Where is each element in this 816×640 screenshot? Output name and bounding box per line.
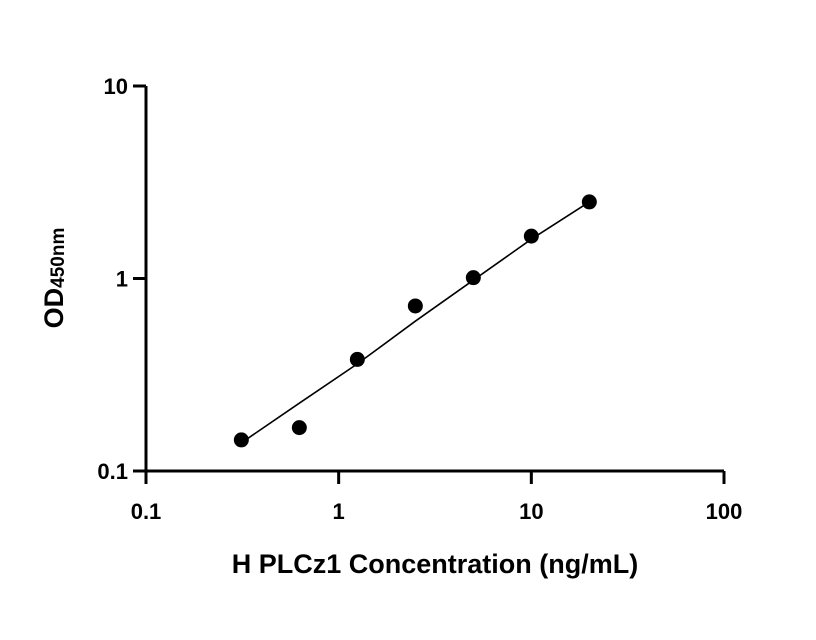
x-tick-label: 10 [519, 499, 543, 524]
data-points [233, 194, 597, 448]
x-axis-title: H PLCz1 Concentration (ng/mL) [232, 549, 639, 579]
y-axis-title-main: OD [39, 288, 69, 329]
data-point [291, 420, 307, 436]
data-point [465, 270, 481, 286]
y-tick-label: 0.1 [97, 459, 128, 484]
data-point [523, 228, 539, 244]
data-point [349, 351, 365, 367]
y-ticks: 0.1 1 10 [97, 74, 146, 484]
plot-area [233, 194, 597, 448]
data-point [407, 298, 423, 314]
y-axis-title: OD450nm [39, 228, 69, 329]
y-axis-title-subscript: 450nm [48, 228, 69, 288]
axes: 0.1 1 10 100 0.1 1 10 [97, 74, 742, 524]
x-ticks: 0.1 1 10 100 [131, 471, 743, 524]
y-tick-label: 1 [116, 267, 128, 292]
y-tick-label: 10 [104, 74, 128, 99]
x-tick-label: 1 [333, 499, 345, 524]
data-point [581, 194, 597, 210]
x-tick-label: 100 [706, 499, 743, 524]
x-tick-label: 0.1 [131, 499, 162, 524]
data-point [233, 432, 249, 448]
